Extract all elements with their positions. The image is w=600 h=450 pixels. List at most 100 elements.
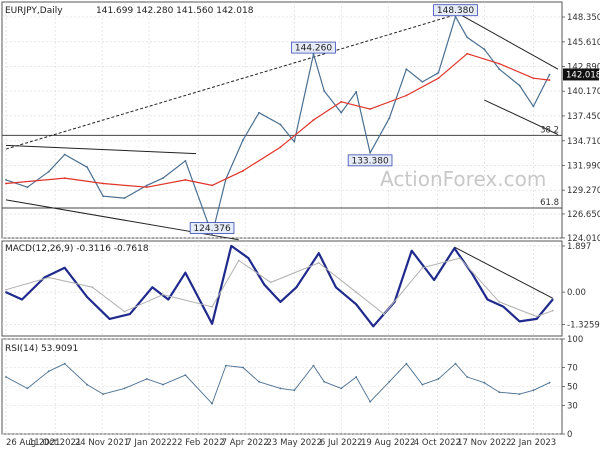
data-point — [317, 252, 320, 255]
watermark: ActionForex.com — [380, 167, 546, 191]
data-point — [5, 288, 7, 291]
rsi-panel-title: RSI(14) 53.9091 — [5, 344, 78, 354]
data-point — [237, 259, 240, 262]
data-point — [211, 322, 213, 325]
x-tick-label: 26 Aug 2021 — [6, 438, 60, 448]
x-tick-label: 19 Aug 2022 — [361, 438, 415, 448]
data-point — [437, 378, 440, 380]
series-signal — [5, 257, 553, 317]
data-point — [369, 400, 371, 403]
data-point — [162, 177, 164, 179]
series-macd — [5, 244, 554, 328]
data-point — [247, 257, 250, 259]
data-point — [548, 79, 551, 81]
data-point — [295, 286, 298, 289]
data-point — [518, 320, 521, 323]
data-point — [498, 68, 501, 71]
data-point — [184, 159, 187, 162]
data-point — [466, 52, 469, 55]
data-point — [102, 393, 105, 395]
data-point — [433, 279, 436, 281]
data-point — [312, 53, 315, 56]
data-point — [211, 402, 213, 405]
data-point — [372, 325, 375, 328]
x-tick-label: 11 Oct 2021 — [29, 438, 82, 448]
data-point — [5, 179, 7, 181]
x-tick-label: 6 Jul 2022 — [320, 438, 363, 448]
data-point — [230, 244, 233, 247]
x-tick-label: 2 Jan 2023 — [511, 438, 557, 448]
data-point — [498, 391, 501, 394]
data-point — [146, 186, 148, 189]
panel-frame-1 — [1, 240, 563, 337]
last-price-tag — [563, 68, 599, 81]
y-tick-label: 131.990 — [567, 161, 600, 171]
x-tick-label: 24 Nov 2021 — [75, 438, 129, 448]
y-tick-label: 140.170 — [567, 87, 600, 97]
data-point — [483, 381, 486, 384]
data-point — [102, 195, 105, 198]
data-point — [63, 153, 66, 156]
y-tick-label: 134.710 — [567, 137, 600, 147]
data-point — [355, 376, 358, 378]
data-point — [355, 90, 358, 93]
data-point — [146, 184, 148, 187]
ohlc-readout: 141.699 142.280 141.560 142.018 — [96, 6, 254, 16]
data-point — [518, 84, 521, 87]
x-tick-label: 7 Jan 2022 — [126, 438, 172, 448]
data-point — [258, 111, 260, 114]
data-point — [466, 376, 469, 378]
data-point — [242, 139, 244, 141]
data-point — [5, 291, 7, 294]
data-point — [388, 380, 391, 383]
data-point — [225, 364, 227, 367]
data-point — [551, 298, 554, 301]
data-point — [458, 257, 461, 259]
data-point — [317, 262, 320, 264]
trendline — [454, 246, 553, 299]
y-tick-label: 50 — [567, 383, 578, 393]
data-point — [369, 151, 371, 154]
data-point — [5, 376, 7, 378]
data-point — [454, 15, 457, 18]
data-point — [63, 362, 66, 365]
price-annotation-label: 124.376 — [193, 224, 230, 234]
x-tick-label: 22 Feb 2022 — [172, 438, 225, 448]
data-point — [21, 298, 23, 301]
data-point — [355, 291, 358, 294]
trendline — [5, 144, 197, 155]
price-annotation-box — [189, 222, 235, 234]
data-point — [293, 140, 296, 143]
data-point — [535, 315, 538, 318]
data-point — [518, 393, 521, 395]
data-point — [47, 276, 50, 279]
data-point — [242, 366, 244, 369]
last-price-label: 142.018 — [566, 70, 600, 80]
data-point — [279, 300, 282, 303]
data-point — [502, 305, 505, 308]
data-point — [26, 186, 29, 189]
data-point — [86, 296, 89, 298]
data-point — [388, 117, 391, 120]
data-point — [293, 389, 296, 392]
data-point — [47, 170, 50, 173]
y-tick-label: -1.3259 — [567, 320, 600, 330]
price-annotation-box — [291, 41, 336, 54]
data-point — [279, 387, 282, 390]
data-point — [26, 387, 29, 390]
data-point — [421, 80, 424, 83]
x-tick-label: 17 Nov 2022 — [457, 438, 511, 448]
y-tick-label: 129.270 — [567, 186, 600, 196]
y-tick-label: 124.010 — [567, 234, 600, 244]
data-point — [279, 123, 282, 126]
y-tick-label: 0 — [567, 430, 572, 440]
data-point — [405, 68, 408, 71]
data-point — [532, 389, 535, 392]
data-point — [128, 313, 131, 315]
price-annotation-box — [433, 4, 478, 17]
trendline — [5, 14, 456, 150]
y-tick-label: 148.350 — [567, 13, 600, 23]
y-tick-label: 142.890 — [567, 63, 600, 73]
